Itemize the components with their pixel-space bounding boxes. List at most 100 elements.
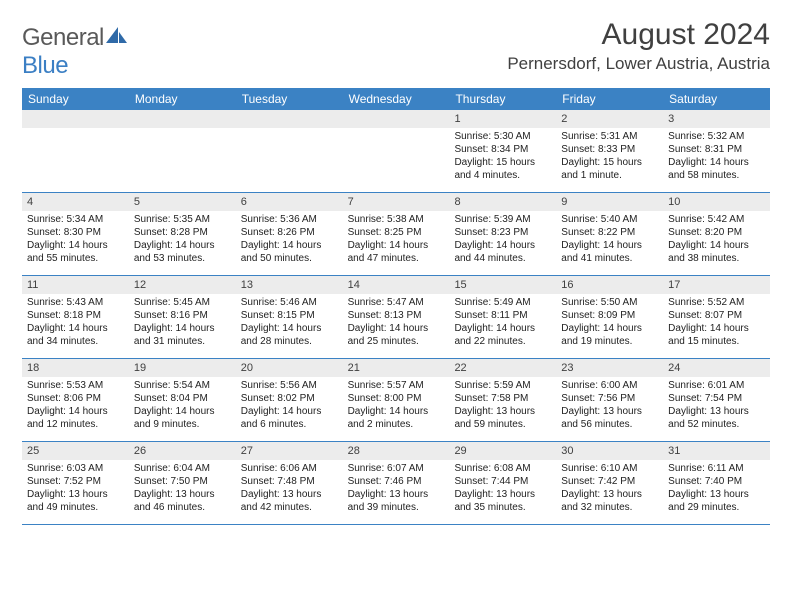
sunrise-text: Sunrise: 6:07 AM (348, 462, 445, 475)
day-cell: 7Sunrise: 5:38 AMSunset: 8:25 PMDaylight… (343, 193, 450, 275)
weeks-container: 1Sunrise: 5:30 AMSunset: 8:34 PMDaylight… (22, 110, 770, 525)
day-number: 25 (27, 445, 39, 457)
daylight-text: Daylight: 14 hours and 38 minutes. (668, 239, 765, 265)
day-number: 8 (454, 196, 460, 208)
dayheader-fri: Friday (556, 88, 663, 110)
day-number-band: 18 (22, 359, 129, 377)
day-number-band (236, 110, 343, 128)
sunrise-text: Sunrise: 5:34 AM (27, 213, 124, 226)
month-title: August 2024 (507, 18, 770, 52)
brand-part2: Blue (22, 52, 68, 79)
daylight-text: Daylight: 15 hours and 4 minutes. (454, 156, 551, 182)
sunrise-text: Sunrise: 6:01 AM (668, 379, 765, 392)
day-number-band: 17 (663, 276, 770, 294)
day-number: 28 (348, 445, 360, 457)
day-number: 17 (668, 279, 680, 291)
sunset-text: Sunset: 7:46 PM (348, 475, 445, 488)
day-cell: 6Sunrise: 5:36 AMSunset: 8:26 PMDaylight… (236, 193, 343, 275)
day-number: 20 (241, 362, 253, 374)
brand-text: General Blue (22, 24, 128, 80)
dayheader-thu: Thursday (449, 88, 556, 110)
sunrise-text: Sunrise: 6:06 AM (241, 462, 338, 475)
day-number: 24 (668, 362, 680, 374)
day-cell: 17Sunrise: 5:52 AMSunset: 8:07 PMDayligh… (663, 276, 770, 358)
day-number-band: 23 (556, 359, 663, 377)
calendar-page: General Blue August 2024 Pernersdorf, Lo… (0, 0, 792, 537)
day-cell: 8Sunrise: 5:39 AMSunset: 8:23 PMDaylight… (449, 193, 556, 275)
day-number-band: 30 (556, 442, 663, 460)
sunrise-text: Sunrise: 5:56 AM (241, 379, 338, 392)
sunset-text: Sunset: 7:50 PM (134, 475, 231, 488)
sunset-text: Sunset: 8:07 PM (668, 309, 765, 322)
day-cell: 30Sunrise: 6:10 AMSunset: 7:42 PMDayligh… (556, 442, 663, 524)
sunset-text: Sunset: 8:15 PM (241, 309, 338, 322)
dayheader-tue: Tuesday (236, 88, 343, 110)
day-number: 21 (348, 362, 360, 374)
sunrise-text: Sunrise: 6:08 AM (454, 462, 551, 475)
day-number-band: 29 (449, 442, 556, 460)
dayheader-mon: Monday (129, 88, 236, 110)
day-cell: 13Sunrise: 5:46 AMSunset: 8:15 PMDayligh… (236, 276, 343, 358)
sunrise-text: Sunrise: 6:03 AM (27, 462, 124, 475)
day-number-band: 27 (236, 442, 343, 460)
day-cell: 2Sunrise: 5:31 AMSunset: 8:33 PMDaylight… (556, 110, 663, 192)
day-number (134, 113, 137, 125)
daylight-text: Daylight: 14 hours and 2 minutes. (348, 405, 445, 431)
day-number: 11 (27, 279, 38, 291)
sunrise-text: Sunrise: 5:40 AM (561, 213, 658, 226)
day-number: 22 (454, 362, 466, 374)
sunrise-text: Sunrise: 5:39 AM (454, 213, 551, 226)
day-number: 4 (27, 196, 33, 208)
sunrise-text: Sunrise: 5:35 AM (134, 213, 231, 226)
sunset-text: Sunset: 7:58 PM (454, 392, 551, 405)
sunset-text: Sunset: 8:33 PM (561, 143, 658, 156)
daylight-text: Daylight: 14 hours and 50 minutes. (241, 239, 338, 265)
day-number-band: 26 (129, 442, 236, 460)
sunrise-text: Sunrise: 5:59 AM (454, 379, 551, 392)
sunrise-text: Sunrise: 5:36 AM (241, 213, 338, 226)
sunset-text: Sunset: 8:06 PM (27, 392, 124, 405)
day-number: 15 (454, 279, 466, 291)
day-number-band: 9 (556, 193, 663, 211)
sunrise-text: Sunrise: 5:42 AM (668, 213, 765, 226)
week-row: 18Sunrise: 5:53 AMSunset: 8:06 PMDayligh… (22, 359, 770, 442)
daylight-text: Daylight: 14 hours and 55 minutes. (27, 239, 124, 265)
day-number: 16 (561, 279, 573, 291)
sunset-text: Sunset: 8:16 PM (134, 309, 231, 322)
day-number: 19 (134, 362, 146, 374)
dayheader-sun: Sunday (22, 88, 129, 110)
day-number-band: 10 (663, 193, 770, 211)
sunset-text: Sunset: 8:34 PM (454, 143, 551, 156)
day-number (27, 113, 30, 125)
day-cell: 21Sunrise: 5:57 AMSunset: 8:00 PMDayligh… (343, 359, 450, 441)
day-number-band: 15 (449, 276, 556, 294)
day-number: 9 (561, 196, 567, 208)
sail-icon (106, 27, 128, 45)
day-cell: 24Sunrise: 6:01 AMSunset: 7:54 PMDayligh… (663, 359, 770, 441)
sunset-text: Sunset: 8:11 PM (454, 309, 551, 322)
sunset-text: Sunset: 8:20 PM (668, 226, 765, 239)
daylight-text: Daylight: 14 hours and 22 minutes. (454, 322, 551, 348)
day-cell: 25Sunrise: 6:03 AMSunset: 7:52 PMDayligh… (22, 442, 129, 524)
sunset-text: Sunset: 8:18 PM (27, 309, 124, 322)
day-number: 18 (27, 362, 39, 374)
daylight-text: Daylight: 13 hours and 56 minutes. (561, 405, 658, 431)
day-number: 5 (134, 196, 140, 208)
empty-cell (129, 110, 236, 192)
day-cell: 15 Sunrise: 5:49 AMSunset: 8:11 PMDayligh… (449, 276, 556, 358)
sunset-text: Sunset: 8:09 PM (561, 309, 658, 322)
day-number-band: 28 (343, 442, 450, 460)
day-number-band: 25 (22, 442, 129, 460)
sunrise-text: Sunrise: 5:57 AM (348, 379, 445, 392)
day-number-band: 4 (22, 193, 129, 211)
daylight-text: Daylight: 14 hours and 6 minutes. (241, 405, 338, 431)
location-text: Pernersdorf, Lower Austria, Austria (507, 54, 770, 74)
day-number-band: 7 (343, 193, 450, 211)
day-number: 30 (561, 445, 573, 457)
day-number: 14 (348, 279, 360, 291)
day-number (348, 113, 351, 125)
daylight-text: Daylight: 13 hours and 35 minutes. (454, 488, 551, 514)
sunrise-text: Sunrise: 5:49 AM (454, 296, 551, 309)
brand-logo: General Blue (22, 24, 128, 80)
sunrise-text: Sunrise: 6:00 AM (561, 379, 658, 392)
